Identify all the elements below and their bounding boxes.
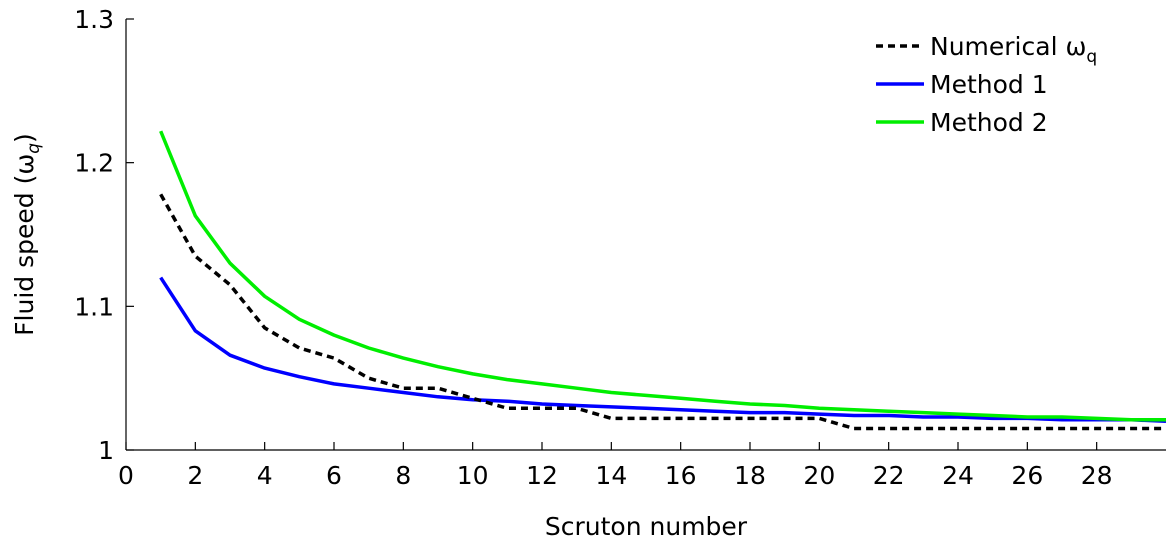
x-tick-label: 22 xyxy=(873,461,905,490)
x-tick-label: 2 xyxy=(187,461,203,490)
x-tick-label: 14 xyxy=(595,461,627,490)
series-line-numerical xyxy=(159,193,1166,431)
x-tick-label: 28 xyxy=(1081,461,1113,490)
y-tick-label: 1.2 xyxy=(74,149,114,178)
legend-label: Method 1 xyxy=(930,70,1048,99)
legend: Numerical ωq Method 1 Method 2 xyxy=(876,32,1097,137)
y-tick-label: 1.1 xyxy=(74,292,114,321)
y-axis-label: Fluid speed (ωq) xyxy=(10,133,44,336)
series-line-method-2 xyxy=(159,130,1166,422)
y-tick-label: 1 xyxy=(98,436,114,465)
x-tick-label: 26 xyxy=(1011,461,1043,490)
x-tick-label: 4 xyxy=(257,461,273,490)
x-tick-label: 0 xyxy=(118,461,134,490)
x-axis-label: Scruton number xyxy=(545,512,748,541)
x-tick-label: 8 xyxy=(395,461,411,490)
series-line-method-1 xyxy=(159,276,1166,424)
x-tick-label: 12 xyxy=(526,461,558,490)
x-tick-label: 6 xyxy=(326,461,342,490)
y-axis-label-sub: q xyxy=(24,143,44,154)
y-axis-label-main: Fluid speed (ω xyxy=(10,154,39,336)
legend-label-sub: q xyxy=(1086,47,1097,67)
legend-label: Method 2 xyxy=(930,108,1048,137)
x-tick-label: 18 xyxy=(734,461,766,490)
x-tick-label: 24 xyxy=(942,461,974,490)
x-tick-label: 10 xyxy=(457,461,489,490)
legend-label: Numerical ωq xyxy=(930,32,1097,67)
series-layer xyxy=(159,130,1166,431)
x-tick-label: 16 xyxy=(665,461,697,490)
x-tick-label: 20 xyxy=(803,461,835,490)
y-tick-label: 1.3 xyxy=(74,5,114,34)
y-axis-label-tail: ) xyxy=(10,133,39,143)
